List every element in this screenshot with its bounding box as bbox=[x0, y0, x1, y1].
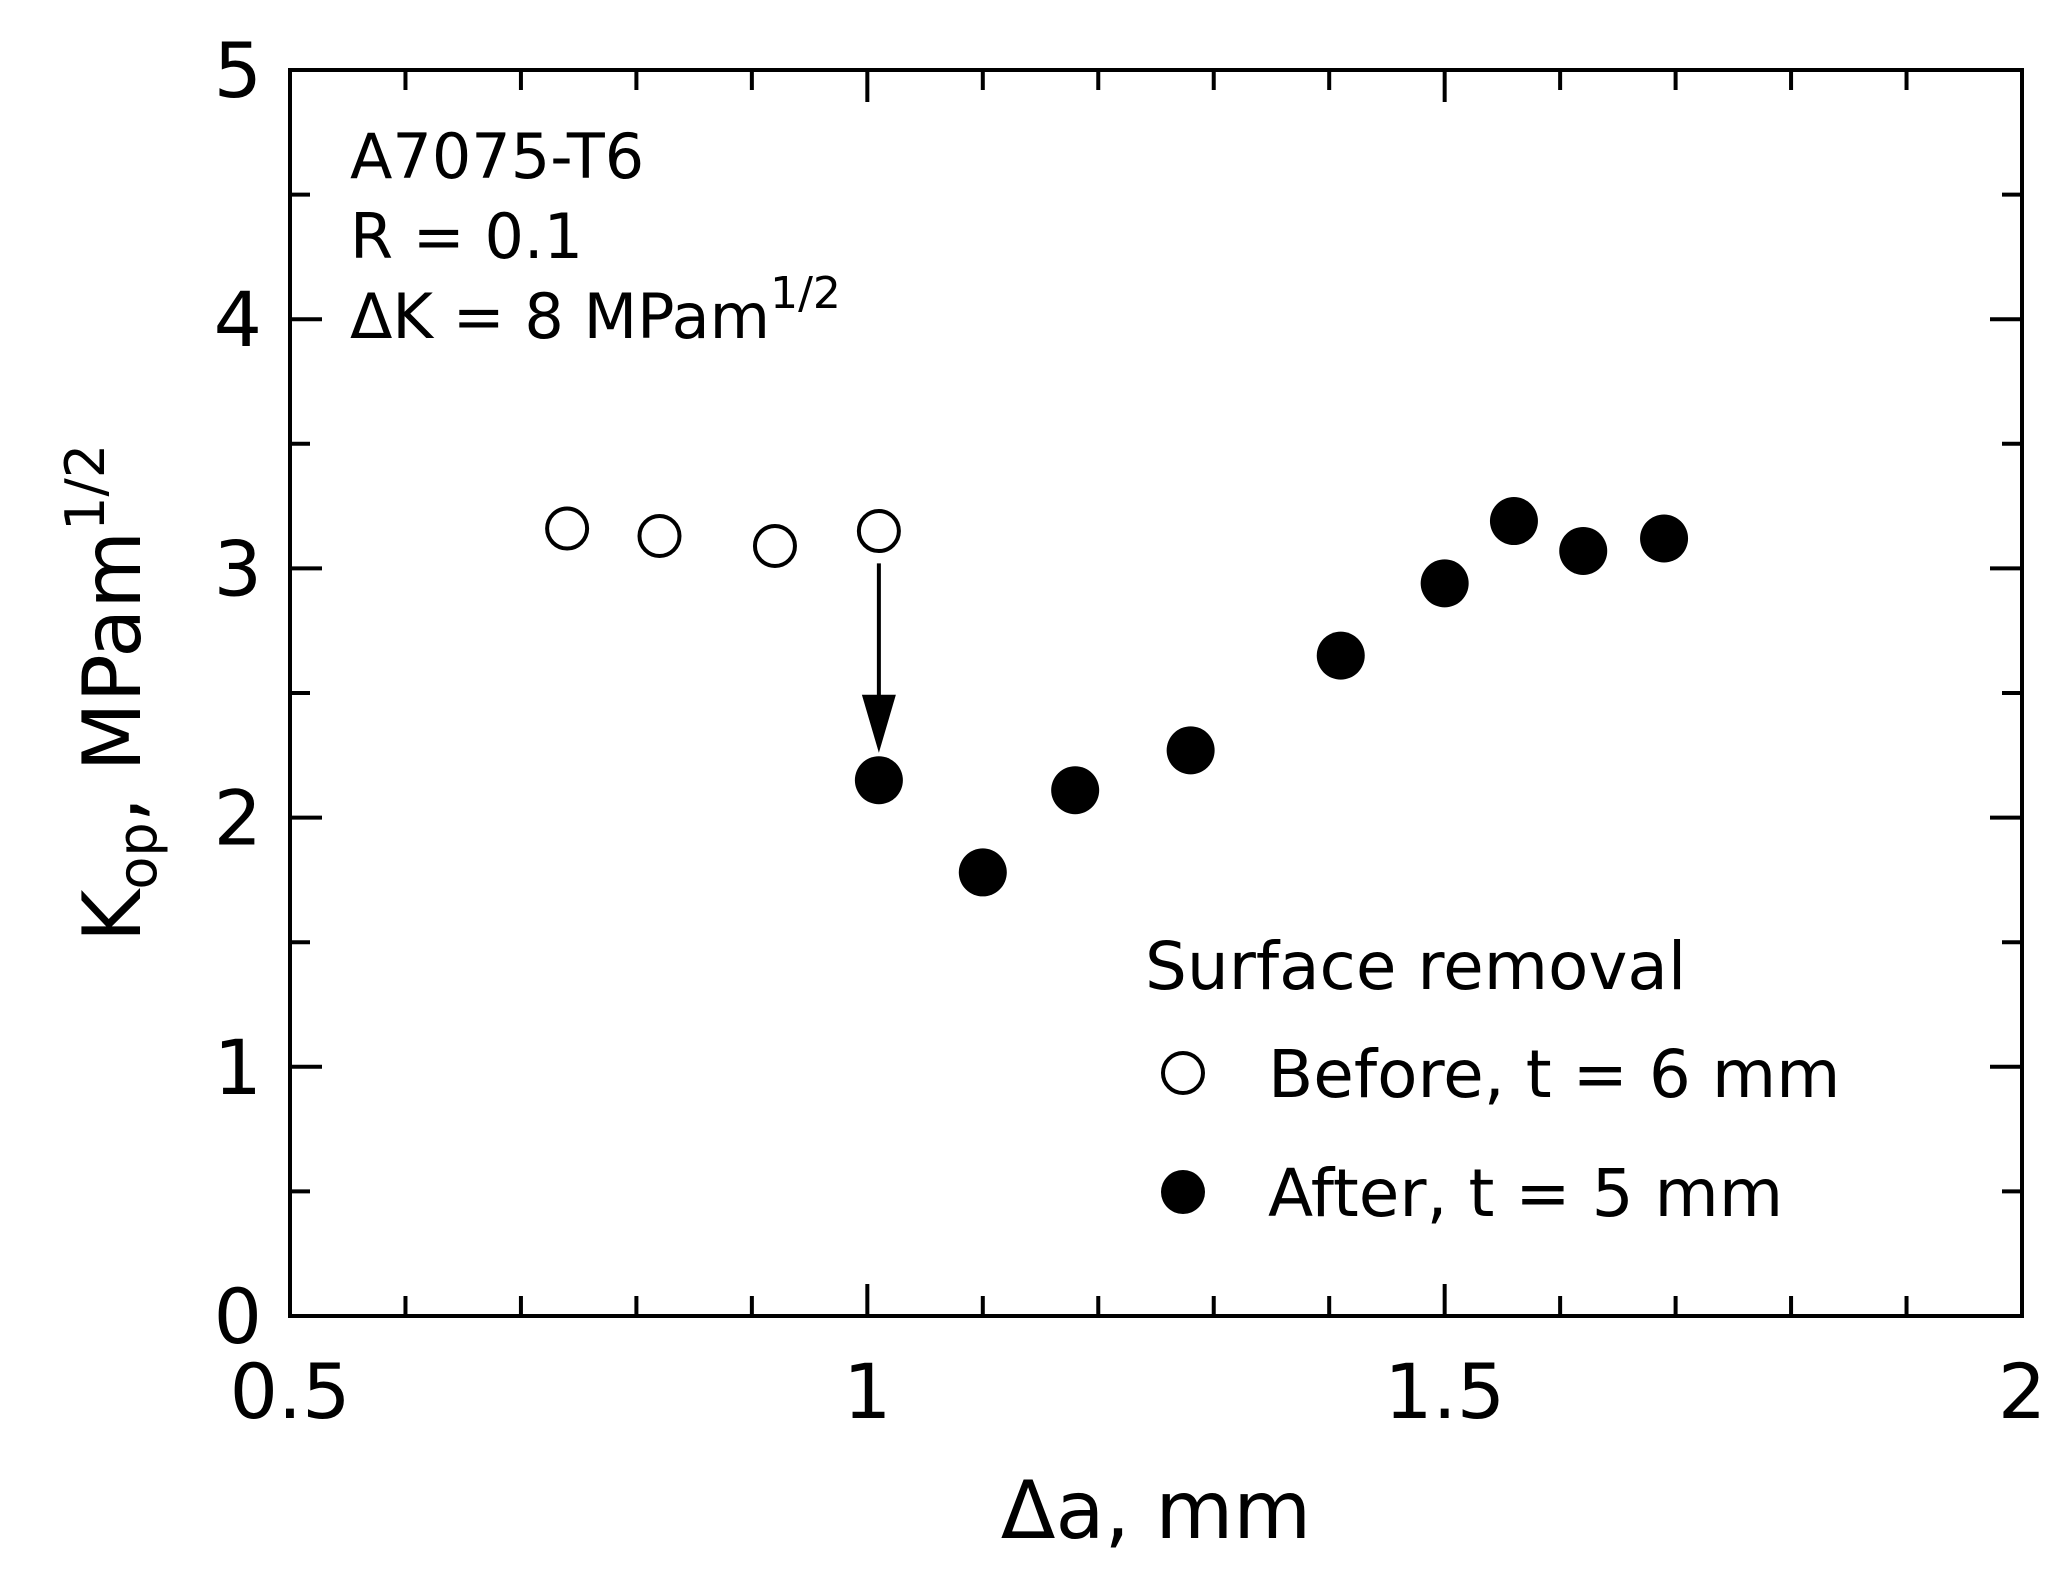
data-point-after bbox=[1640, 514, 1689, 563]
arrow bbox=[861, 563, 896, 753]
x-axis-title: Δa, mm bbox=[1001, 1464, 1311, 1557]
y-tick-label: 4 bbox=[214, 275, 262, 364]
data-point-before bbox=[856, 509, 901, 554]
legend-marker-after bbox=[1161, 1170, 1205, 1214]
y-tick-label: 5 bbox=[214, 26, 262, 115]
data-point-before bbox=[545, 506, 590, 551]
data-point-before bbox=[637, 514, 682, 559]
data-point-after bbox=[1316, 631, 1365, 680]
axis-ticks bbox=[288, 68, 2024, 1318]
data-points bbox=[545, 497, 1689, 897]
tick-labels: 0.5 1 1.5 2 0 1 2 3 4 5 bbox=[214, 26, 2047, 1436]
y-tick-label: 1 bbox=[214, 1023, 262, 1112]
y-axis-title-main: K bbox=[66, 887, 159, 942]
y-axis-title-sub: op bbox=[106, 822, 169, 889]
annotation-delta-k-sup: 1/2 bbox=[770, 268, 841, 319]
x-tick-label: 1.5 bbox=[1384, 1347, 1505, 1436]
y-tick-label: 3 bbox=[214, 524, 262, 613]
annotation-block: A7075-T6 R = 0.1 ΔK = 8 MPam1/2 bbox=[350, 120, 841, 353]
y-tick-label: 0 bbox=[214, 1272, 262, 1361]
x-tick-label: 0.5 bbox=[230, 1347, 351, 1436]
y-tick-label: 2 bbox=[214, 774, 262, 863]
x-tick-label: 1 bbox=[843, 1347, 891, 1436]
annotation-delta-k: ΔK = 8 MPam1/2 bbox=[350, 268, 841, 353]
data-point-after bbox=[958, 848, 1007, 897]
arrow-head bbox=[861, 694, 896, 753]
legend-title: Surface removal bbox=[1145, 928, 1686, 1005]
x-tick-label: 2 bbox=[1998, 1347, 2046, 1436]
y-axis-title-unit: , MPam bbox=[66, 531, 159, 822]
data-point-after bbox=[1166, 726, 1215, 775]
annotation-ratio: R = 0.1 bbox=[350, 200, 583, 273]
legend-label-after: After, t = 5 mm bbox=[1268, 1155, 1783, 1232]
data-point-after bbox=[1559, 526, 1608, 575]
data-point-after bbox=[854, 756, 903, 805]
annotation-material: A7075-T6 bbox=[350, 120, 644, 193]
legend-label-before: Before, t = 6 mm bbox=[1268, 1036, 1840, 1113]
legend: Surface removal Before, t = 6 mm After, … bbox=[1145, 928, 1840, 1232]
data-point-before bbox=[752, 523, 797, 568]
y-axis-title-sup: 1/2 bbox=[54, 444, 117, 531]
y-axis-title: Kop, MPam1/2 bbox=[54, 444, 169, 942]
data-point-after bbox=[1420, 559, 1469, 608]
annotation-delta-k-main: ΔK = 8 MPam bbox=[350, 280, 770, 353]
legend-marker-before bbox=[1161, 1051, 1205, 1095]
data-point-after bbox=[1051, 766, 1100, 815]
data-point-after bbox=[1489, 497, 1538, 546]
